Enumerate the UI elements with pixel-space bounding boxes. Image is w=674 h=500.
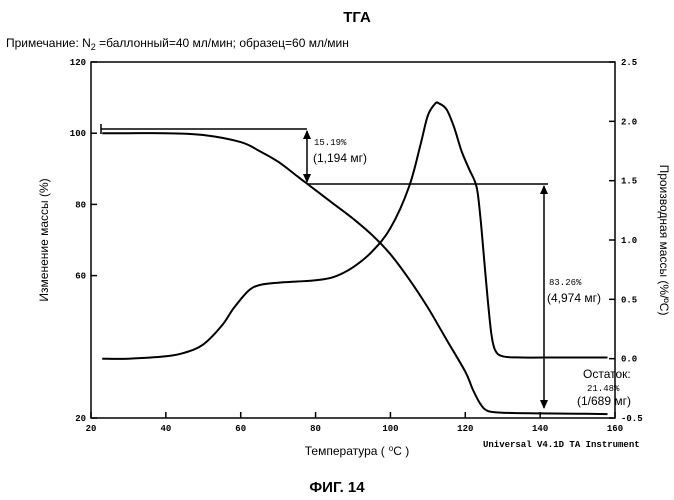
x-tick-label: 160 (607, 424, 623, 434)
step2-mass: (4,974 мг) (547, 291, 601, 305)
weight-change-curve (102, 133, 607, 414)
chart-title: ТГА (343, 9, 371, 26)
x-axis-title: Температура (oC ) (305, 444, 409, 458)
left-tick-label: 60 (75, 272, 86, 282)
right-tick-label: 2.0 (621, 117, 637, 127)
x-tick-label: 40 (160, 424, 171, 434)
step2-arrow-down (540, 400, 548, 409)
right-tick-label: 1.0 (621, 236, 637, 246)
residue-mass: (1/689 мг) (577, 394, 631, 408)
x-tick-label: 100 (382, 424, 398, 434)
right-tick-label: 0.5 (621, 295, 637, 305)
x-tick-label: 120 (457, 424, 473, 434)
measurement-note: Примечание: N2 =баллонный=40 мл/мин; обр… (6, 36, 349, 52)
arrow-heads (303, 130, 548, 409)
x-axis-ticks: 20 40 60 80 100 120 140 160 (86, 412, 624, 434)
right-axis-title: Производная массы (%/ºC) (657, 165, 671, 316)
step2-arrow-up (540, 185, 548, 194)
right-tick-label: 1.5 (621, 177, 637, 187)
plot-frame (91, 62, 615, 418)
residue-percent: 21.48% (587, 384, 620, 394)
x-tick-label: 80 (310, 424, 321, 434)
right-tick-label: 0.0 (621, 355, 637, 365)
left-axis-ticks: 20 60 80 100 120 (70, 58, 97, 424)
right-tick-label: 2.5 (621, 58, 637, 68)
step1-mass: (1,194 мг) (313, 151, 367, 165)
derivative-curve (102, 102, 607, 358)
right-tick-label: -0.5 (621, 414, 643, 424)
left-tick-label: 80 (75, 200, 86, 210)
x-tick-label: 60 (235, 424, 246, 434)
step2-percent: 83.26% (549, 278, 582, 288)
residue-label: Остаток: (583, 367, 631, 381)
left-tick-label: 100 (70, 129, 86, 139)
step-annotations (101, 124, 548, 408)
x-tick-label: 20 (86, 424, 97, 434)
left-axis-title: Изменение массы (%) (37, 178, 51, 301)
figure-label: ФИГ. 14 (309, 479, 365, 496)
left-tick-label: 20 (75, 414, 86, 424)
step1-arrow-up (303, 130, 311, 139)
step1-percent: 15.19% (314, 138, 347, 148)
x-tick-label: 140 (532, 424, 548, 434)
instrument-label: Universal V4.1D TA Instrument (483, 440, 640, 450)
left-tick-label: 120 (70, 58, 86, 68)
